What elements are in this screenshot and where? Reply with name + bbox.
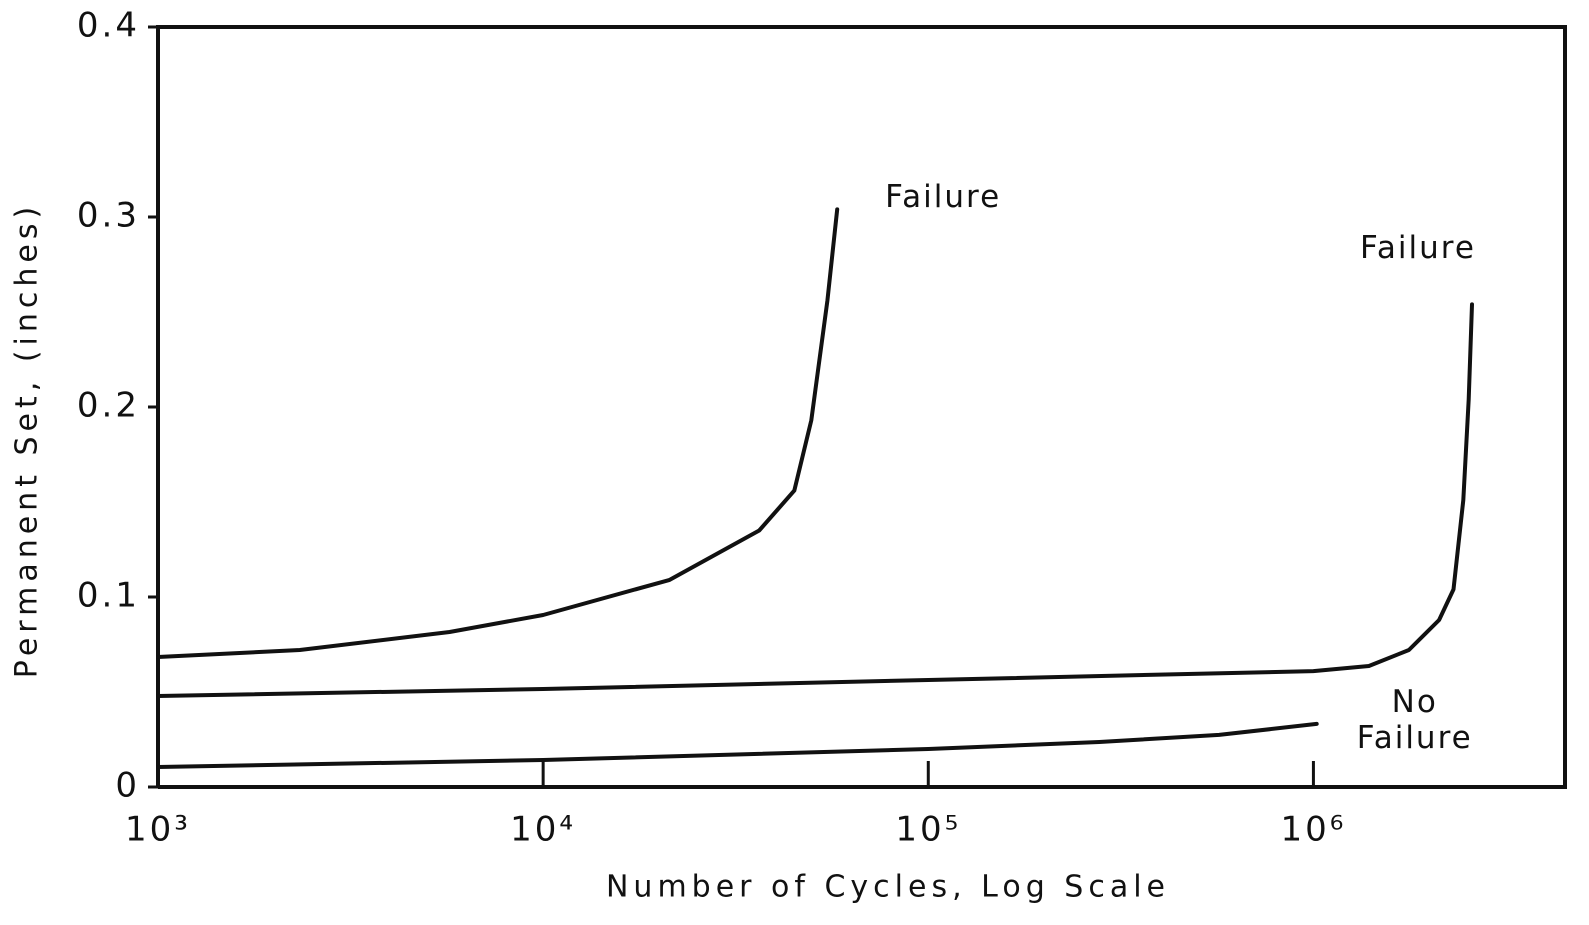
annotation: No Failure (1356, 683, 1473, 756)
annotation: Failure (1359, 230, 1476, 267)
line-series (156, 302, 1474, 698)
y-axis-label: Permanent Set, (inches) (10, 202, 45, 678)
plot-frame (156, 25, 1567, 789)
y-tick-label: 0 (115, 766, 140, 806)
annotation: Failure (885, 179, 1002, 216)
x-tick-label: 10⁴ (510, 810, 576, 850)
x-tick-label: 10⁵ (895, 810, 961, 850)
x-tick-label: 10⁶ (1280, 810, 1346, 850)
y-tick-label: 0.1 (77, 576, 140, 616)
line-series (156, 207, 840, 659)
y-tick-label: 0.3 (77, 196, 140, 236)
y-tick-label: 0.4 (77, 6, 140, 46)
x-tick-label: 10³ (125, 810, 191, 850)
x-axis-label: Number of Cycles, Log Scale (606, 870, 1170, 905)
y-tick-label: 0.2 (77, 386, 140, 426)
line-series (156, 721, 1319, 769)
